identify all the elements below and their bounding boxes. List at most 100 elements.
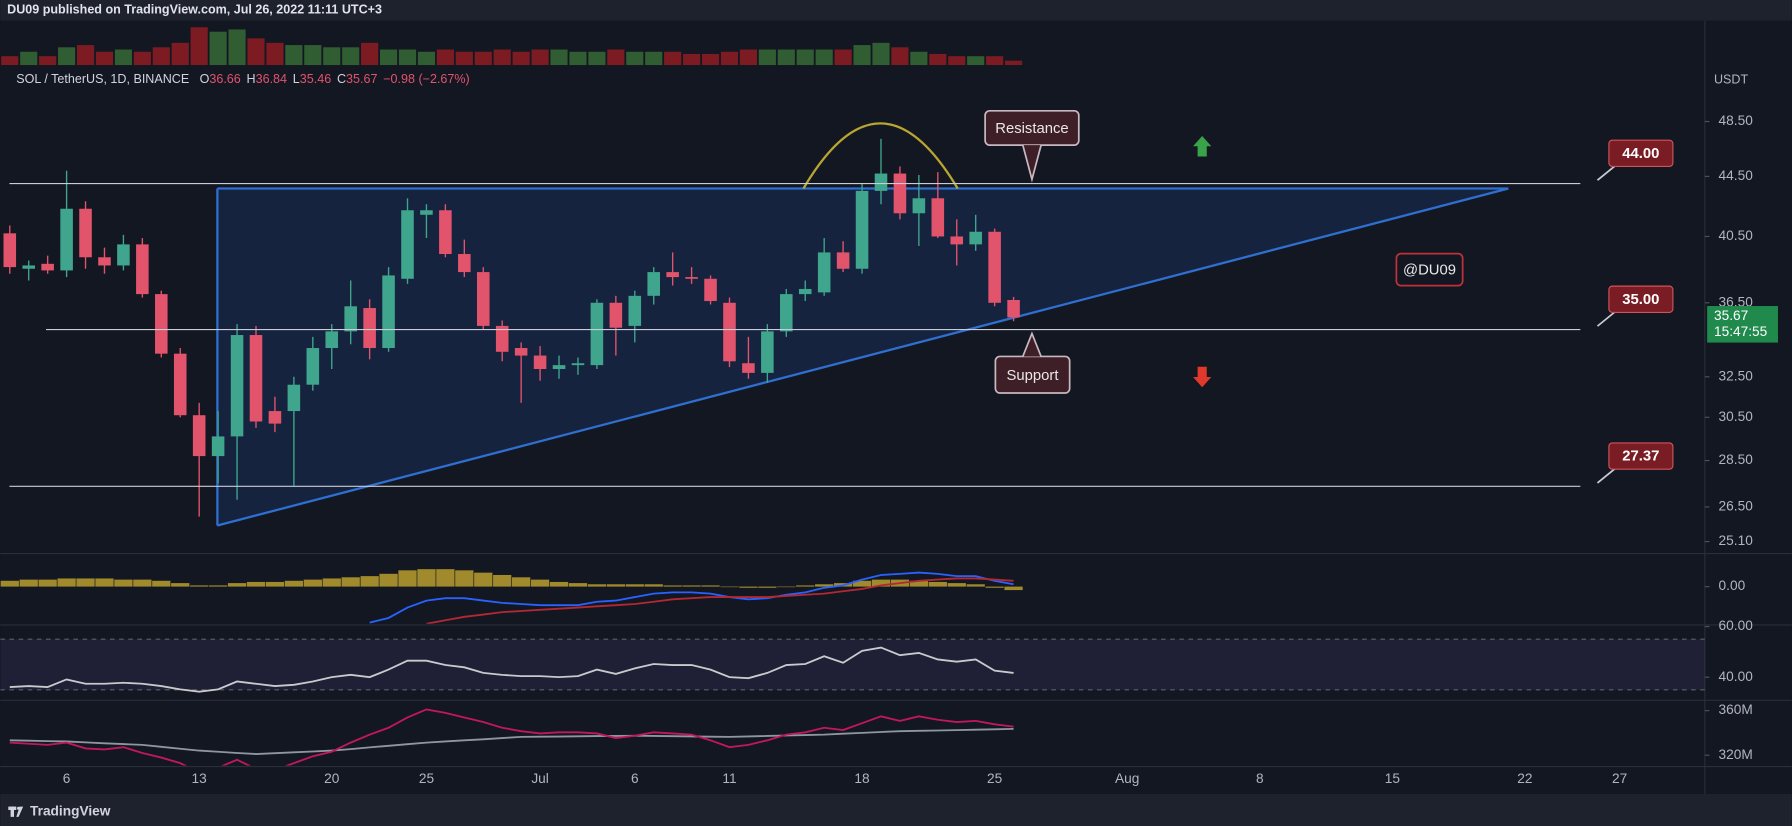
candle-body — [136, 244, 149, 295]
volume-bar — [1, 56, 19, 66]
legend: SOL / TetherUS, 1D, BINANCE O36.66 H36.8… — [16, 72, 469, 86]
volume-bar — [380, 49, 398, 66]
arrow-down — [1193, 366, 1212, 388]
candle-body — [79, 208, 92, 258]
volume-bar — [76, 45, 95, 66]
open-value: 36.66 — [209, 72, 240, 86]
y-tick-label: 320M — [1719, 747, 1753, 762]
level-label: 44.00 — [1622, 146, 1659, 162]
high-value: 36.84 — [256, 72, 287, 86]
macd-histogram — [682, 585, 701, 587]
macd-histogram — [0, 580, 19, 587]
ohlc-label: C — [337, 72, 346, 86]
candle-body — [761, 331, 774, 373]
candle-body — [950, 236, 964, 245]
macd-histogram — [227, 583, 247, 587]
volume-bar — [474, 51, 492, 66]
candle-body — [22, 265, 36, 269]
macd-histogram — [871, 579, 891, 587]
candle-body — [495, 325, 509, 352]
macd-histogram — [190, 585, 209, 587]
candle-body — [306, 348, 320, 385]
y-tick-label: 25.10 — [1719, 533, 1754, 548]
macd-histogram — [720, 586, 739, 588]
level-pointer — [1596, 310, 1617, 327]
y-tick-label: 26.50 — [1719, 499, 1754, 514]
volume-bar — [777, 49, 795, 66]
x-tick-label: 6 — [631, 771, 639, 786]
volume-bar — [20, 51, 38, 66]
x-tick-label: 13 — [192, 771, 208, 786]
candle-body — [287, 384, 301, 412]
candle-body — [685, 277, 698, 279]
level-box — [1608, 442, 1674, 470]
x-tick-label: 27 — [1612, 771, 1627, 786]
macd-histogram — [758, 586, 777, 588]
candle-body — [742, 363, 755, 373]
footer-brand: TradingView — [30, 803, 111, 818]
volume-bar — [323, 47, 341, 66]
annotation-pointer — [1022, 331, 1042, 357]
macd-histogram — [568, 583, 588, 587]
macd-histogram — [171, 583, 190, 587]
candle-body — [192, 415, 206, 457]
x-tick-label: Aug — [1115, 771, 1139, 786]
volume-bar — [247, 38, 265, 66]
x-tick-label: 8 — [1256, 771, 1264, 786]
candle-body — [931, 198, 945, 237]
volume-bar — [739, 49, 757, 66]
volume-bar — [645, 51, 663, 66]
candle-body — [571, 363, 585, 366]
volume-bar — [815, 49, 833, 66]
macd-histogram — [38, 579, 57, 587]
candle-body — [704, 278, 717, 302]
macd-histogram — [512, 577, 531, 587]
annotation-label: @DU09 — [1403, 263, 1456, 279]
candle-body — [458, 254, 471, 273]
candle-body — [893, 173, 907, 214]
annotation-pointer — [1021, 144, 1042, 183]
candle-body — [552, 365, 566, 369]
candle-body — [514, 348, 528, 356]
y-tick-label: 0.00 — [1719, 578, 1746, 593]
volume-bar — [436, 49, 454, 66]
annotation-label: Resistance — [995, 121, 1068, 137]
volume-bar — [285, 45, 303, 66]
candle-body — [363, 308, 376, 349]
volume-bar — [701, 53, 720, 66]
candle-body — [855, 190, 869, 269]
volume-bar — [626, 51, 644, 66]
candle-body — [117, 244, 130, 266]
macd-histogram — [417, 569, 436, 587]
macd-histogram — [152, 580, 171, 587]
volume-bar — [209, 31, 227, 66]
macd-histogram — [95, 578, 114, 587]
change: −0.98 (−2.67%) — [383, 72, 470, 86]
macd-histogram — [966, 584, 985, 587]
candle-body — [249, 335, 263, 422]
annotation-box — [1395, 252, 1464, 287]
volume-bar — [967, 56, 985, 66]
macd-histogram — [739, 586, 758, 588]
volume-bar — [872, 42, 890, 66]
support-line — [217, 187, 1509, 527]
candle-body — [912, 198, 926, 214]
volume-bar — [1005, 60, 1023, 66]
macd-histogram — [57, 578, 76, 587]
volume-bar — [758, 49, 776, 66]
macd-histogram — [133, 579, 152, 587]
pane — [0, 569, 1023, 624]
macd-histogram — [114, 579, 133, 587]
candle-body — [1007, 299, 1020, 318]
x-tick-label: 6 — [63, 771, 71, 786]
candle-body — [401, 210, 414, 279]
x-tick-label: 15 — [1385, 771, 1401, 786]
macd-histogram — [19, 579, 38, 587]
macd-histogram — [530, 579, 550, 587]
macd-histogram — [303, 579, 322, 587]
candle-body — [268, 411, 282, 424]
y-tick-label: 60.00 — [1719, 618, 1754, 633]
candle-body — [666, 272, 679, 278]
macd-histogram — [947, 583, 966, 587]
